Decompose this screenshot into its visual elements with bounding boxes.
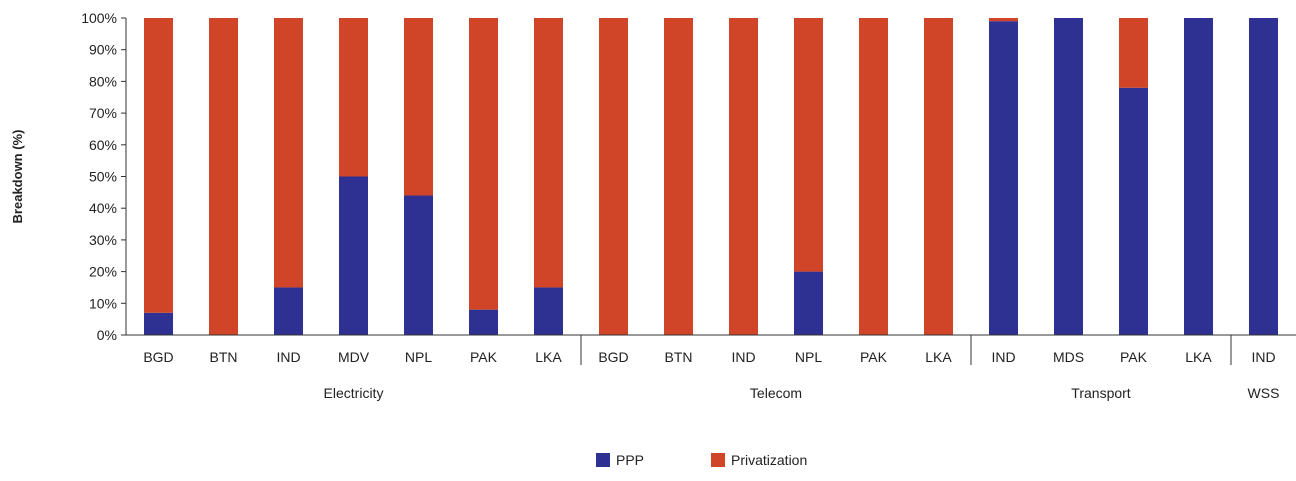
x-category-label: IND [991, 349, 1015, 365]
legend-label-ppp: PPP [616, 452, 644, 468]
x-category-label: MDV [338, 349, 370, 365]
bar-privatization-lka [924, 18, 953, 335]
x-category-label: PAK [860, 349, 888, 365]
x-group-label: Electricity [324, 385, 384, 401]
y-tick-label: 30% [89, 232, 117, 248]
legend: PPP Privatization [596, 452, 807, 468]
bar-ppp-mdv [339, 176, 368, 335]
bar-privatization-pak [469, 18, 498, 310]
x-category-label: IND [276, 349, 300, 365]
y-axis: 0% 10% 20% 30% 40% 50% 60% 70% 80% 90% 100% [81, 10, 127, 343]
x-category-label: PAK [470, 349, 498, 365]
x-axis: BGD BTN IND MDV NPL PAK LKA BGD BTN IND NPL PAK LKA I… [126, 334, 1296, 401]
bar-ppp-ind [989, 21, 1018, 335]
y-tick-label: 80% [89, 73, 117, 89]
bar-privatization-pak [1119, 18, 1148, 88]
legend-swatch-ppp [596, 453, 610, 467]
bar-privatization-btn [664, 18, 693, 335]
bar-privatization-btn [209, 18, 238, 335]
bar-ppp-npl [404, 195, 433, 335]
x-group-label: Transport [1071, 385, 1131, 401]
x-category-label: BTN [210, 349, 238, 365]
bar-ppp-pak [469, 309, 498, 335]
x-category-label: LKA [925, 349, 952, 365]
x-group-label: Telecom [750, 385, 802, 401]
x-category-label: BGD [598, 349, 628, 365]
bar-ppp-lka [1184, 18, 1213, 335]
bar-privatization-mdv [339, 18, 368, 177]
bars [144, 18, 1278, 336]
bar-privatization-npl [404, 18, 433, 196]
bar-privatization-ind [989, 18, 1018, 22]
bar-privatization-npl [794, 18, 823, 272]
x-category-label: IND [1251, 349, 1275, 365]
legend-label-privatization: Privatization [731, 452, 807, 468]
y-tick-label: 40% [89, 200, 117, 216]
legend-swatch-privatization [711, 453, 725, 467]
x-category-label: BTN [665, 349, 693, 365]
y-tick-label: 70% [89, 105, 117, 121]
y-tick-label: 100% [81, 10, 117, 26]
y-tick-label: 20% [89, 264, 117, 280]
bar-ppp-pak [1119, 87, 1148, 336]
bar-ppp-mds [1054, 18, 1083, 335]
y-tick-label: 0% [97, 327, 117, 343]
x-category-label: PAK [1120, 349, 1148, 365]
x-group-label: WSS [1248, 385, 1280, 401]
bar-ppp-lka [534, 287, 563, 335]
y-tick-label: 90% [89, 42, 117, 58]
bar-ppp-npl [794, 271, 823, 335]
bar-ppp-ind [274, 287, 303, 335]
y-tick-label: 10% [89, 295, 117, 311]
y-tick-label: 50% [89, 169, 117, 185]
bar-privatization-bgd [599, 18, 628, 335]
x-category-label: BGD [143, 349, 173, 365]
y-axis-label-group: Breakdown (%) [10, 130, 25, 224]
bar-privatization-pak [859, 18, 888, 335]
x-category-label: IND [731, 349, 755, 365]
bar-privatization-ind [729, 18, 758, 335]
x-category-label: NPL [795, 349, 822, 365]
bar-ppp-bgd [144, 312, 173, 335]
bar-privatization-bgd [144, 18, 173, 313]
x-category-label: NPL [405, 349, 432, 365]
x-category-label: LKA [535, 349, 562, 365]
y-axis-title: Breakdown (%) [10, 130, 25, 224]
bar-ppp-ind [1249, 18, 1278, 335]
x-category-label: MDS [1053, 349, 1084, 365]
bar-privatization-lka [534, 18, 563, 288]
x-category-label: LKA [1185, 349, 1212, 365]
y-tick-label: 60% [89, 137, 117, 153]
bar-privatization-ind [274, 18, 303, 288]
